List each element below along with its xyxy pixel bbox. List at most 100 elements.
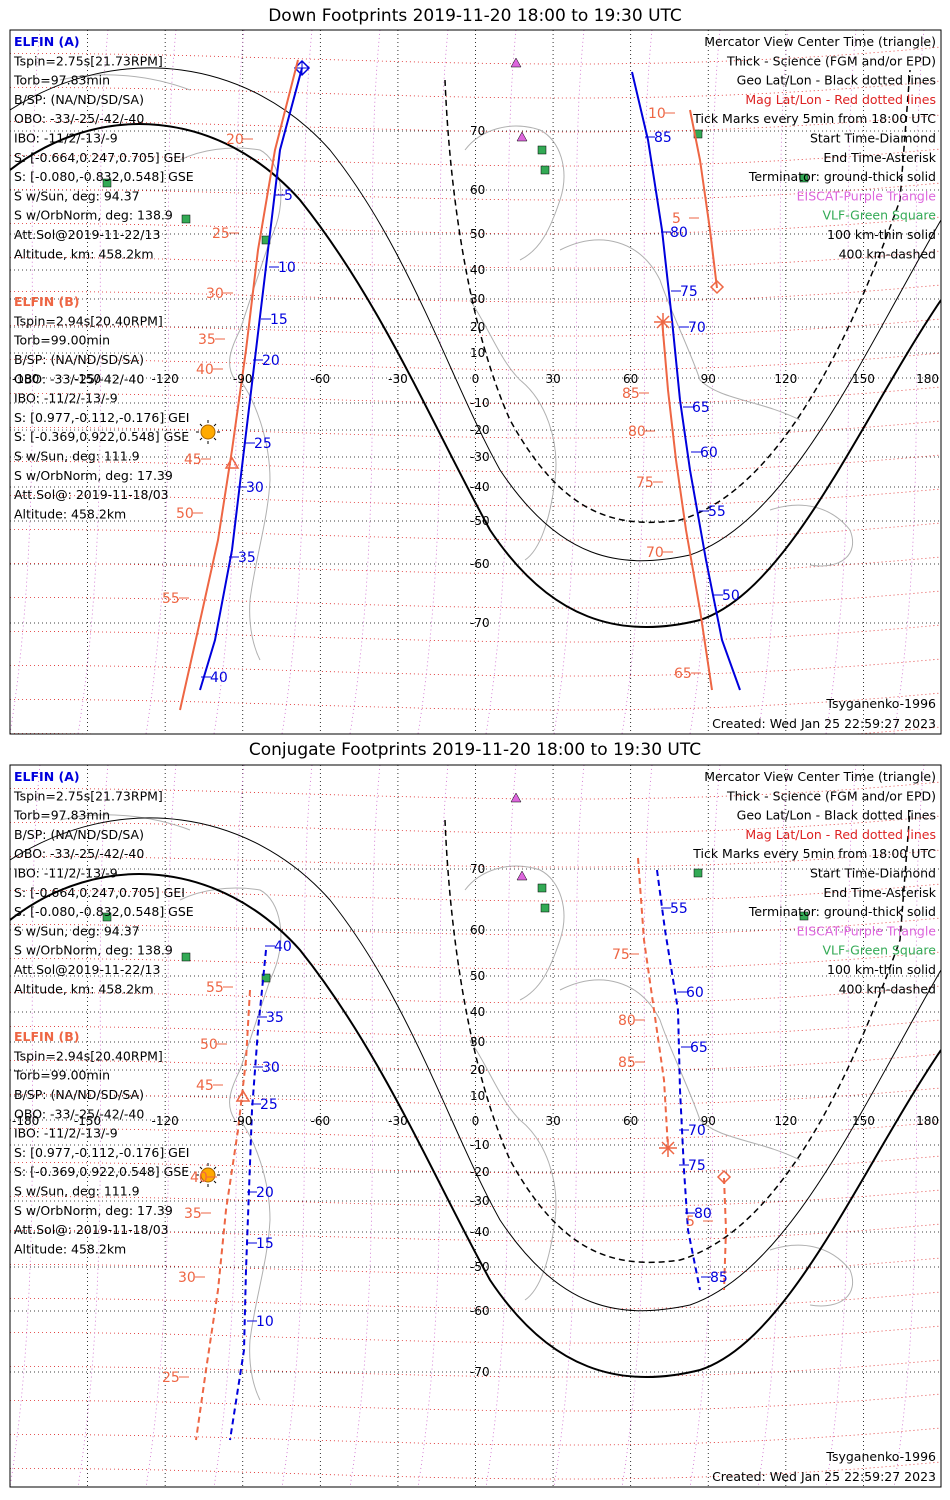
elfin-b-info-line: S: [-0.369,0.922,0.548] GSE — [14, 1164, 189, 1179]
lat-tick-label: -70 — [470, 616, 490, 630]
track-tick-label: 10 — [648, 106, 666, 122]
track-tick-label: 50 — [176, 506, 194, 522]
legend-line: Mercator View Center Time (triangle) — [704, 769, 936, 784]
legend-line: Terminator: ground-thick solid — [748, 169, 936, 184]
track-tick-label: 5 — [284, 188, 293, 204]
elfin-b-info-line: Altitude: 458.2km — [14, 506, 126, 521]
lon-tick-label: 180 — [916, 1114, 939, 1128]
lat-tick-label: -70 — [470, 1365, 490, 1379]
track-tick-label: 70 — [688, 1123, 706, 1139]
elfin-b-info-line: Altitude: 458.2km — [14, 1241, 126, 1256]
elfin-b-info-line: B/SP: (NA/ND/SD/SA) — [14, 1087, 144, 1102]
down-info-overlay: ELFIN (A) Tspin=2.75s[21.73RPM] Torb=97.83… — [13, 34, 937, 731]
track-tick-label: 65 — [674, 666, 692, 682]
track-tick-label: 65 — [692, 400, 710, 416]
elfin-a-info-line: S w/OrbNorm, deg: 138.9 — [14, 943, 173, 958]
elfin-b-info-line: Att.Sol@: 2019-11-18/03 — [14, 1222, 169, 1237]
elfin-b-label: ELFIN (B) — [14, 1029, 79, 1044]
track-tick-label: 75 — [680, 284, 698, 300]
lon-tick-label: 60 — [623, 372, 638, 386]
lon-tick-label: 120 — [774, 372, 797, 386]
track-tick-label: 25 — [162, 1370, 180, 1386]
conjugate-footprints-panel: 4035302520151055504540353025556065707580… — [9, 764, 942, 1488]
lat-tick-label: 40 — [470, 1005, 485, 1019]
lon-tick-label: -90 — [233, 1114, 253, 1128]
terminator-100km — [10, 67, 941, 562]
legend-line: Start Time-Diamond — [810, 131, 936, 146]
track-tick-label: 25 — [260, 1097, 278, 1113]
track-tick-label: 40 — [190, 1170, 208, 1186]
track-tick-label: 30 — [206, 286, 224, 302]
lat-tick-label: -50 — [470, 514, 490, 528]
vlf-markers — [102, 129, 809, 245]
elfin-b-info-line: S w/OrbNorm, deg: 17.39 — [14, 1203, 173, 1218]
legend-line: VLF-Green Square — [822, 943, 936, 958]
lon-tick-label: 90 — [701, 1114, 716, 1128]
elfin-b-track-east — [637, 857, 732, 1291]
legend-line: Geo Lat/Lon - Black dotted lines — [737, 73, 936, 88]
elfin-a-info-line: Att.Sol@2019-11-22/13 — [14, 962, 160, 977]
track-tick-label: 80 — [670, 225, 688, 241]
lat-tick-label: -30 — [470, 450, 490, 464]
track-tick-label: 45 — [196, 1078, 214, 1094]
legend-line: End Time-Asterisk — [823, 885, 936, 900]
track-tick-labels: 5101520253035402025303540455055858075706… — [162, 106, 740, 686]
track-tick-label: 30 — [262, 1060, 280, 1076]
lon-tick-label: 0 — [472, 372, 480, 386]
lon-tick-label: -120 — [152, 1114, 179, 1128]
legend-line: Mag Lat/Lon - Red dotted lines — [745, 92, 936, 107]
lat-tick-label: 60 — [470, 183, 485, 197]
view-center-triangle-icon — [224, 456, 240, 469]
elfin-b-info-line: Tspin=2.94s[20.40RPM] — [13, 313, 163, 328]
elfin-b-info-line: IBO: -11/2/-13/-9 — [14, 1126, 118, 1141]
track-tick-label: 80 — [694, 1206, 712, 1222]
track-tick-label: 55 — [206, 980, 224, 996]
elfin-a-info-line: OBO: -33/-25/-42/-40 — [14, 111, 144, 126]
elfin-a-track-west — [229, 949, 267, 1441]
track-tick-label: 5 — [672, 211, 681, 227]
elfin-a-info-line: Torb=97.83min — [13, 73, 110, 88]
elfin-b-info-line: Tspin=2.94s[20.40RPM] — [13, 1048, 163, 1063]
track-tick-label: 30 — [178, 1270, 196, 1286]
down-map-frame — [9, 29, 942, 735]
elfin-a-label: ELFIN (A) — [14, 34, 80, 49]
elfin-b-info-line: B/SP: (NA/ND/SD/SA) — [14, 352, 144, 367]
track-tick-label: 35 — [266, 1010, 284, 1026]
legend-line: EISCAT-Purple Triangle — [797, 923, 937, 938]
vlf-markers — [102, 868, 809, 983]
track-tick-label: 85 — [654, 130, 672, 146]
elfin-b-info-line: S: [0.977,-0.112,-0.176] GEI — [14, 410, 189, 425]
legend-line: 100 km-thin solid — [827, 962, 936, 977]
track-tick-label: 10 — [256, 1314, 274, 1330]
lat-tick-label: -20 — [470, 1165, 490, 1179]
track-tick-label: 75 — [636, 475, 654, 491]
lat-tick-label: -40 — [470, 1225, 490, 1239]
track-tick-label: 10 — [278, 260, 296, 276]
lon-tick-label: -60 — [311, 1114, 331, 1128]
elfin-a-info-line: S w/Sun, deg: 94.37 — [14, 188, 140, 203]
legend-line: Terminator: ground-thick solid — [748, 904, 936, 919]
track-tick-label: 70 — [688, 320, 706, 336]
lat-tick-label: -40 — [470, 480, 490, 494]
track-tick-labels: 4035302520151055504540353025556065707580… — [162, 901, 728, 1386]
terminator-curves — [10, 67, 941, 629]
elfin-b-info-line: S w/OrbNorm, deg: 17.39 — [14, 468, 173, 483]
lon-tick-label: 150 — [852, 1114, 875, 1128]
track-tick-label: 15 — [270, 312, 288, 328]
view-center-triangle-icon — [235, 1089, 251, 1102]
legend-line: 400 km-dashed — [839, 981, 936, 996]
track-tick-label: 75 — [688, 1158, 706, 1174]
model-label: Tsyganenko-1996 — [825, 696, 936, 711]
conjugate-info-overlay: ELFIN (A) Tspin=2.75s[21.73RPM] Torb=97.83… — [13, 769, 937, 1484]
legend-line: VLF-Green Square — [822, 208, 936, 223]
track-tick-label: 75 — [612, 947, 630, 963]
coastlines — [59, 814, 854, 1401]
elfin-b-track-west — [179, 59, 299, 711]
lat-tick-label: -60 — [470, 1304, 490, 1318]
track-tick-label: 45 — [184, 452, 202, 468]
track-tick-label: 60 — [700, 445, 718, 461]
track-tick-label: 80 — [618, 1013, 636, 1029]
elfin-a-info-line: B/SP: (NA/ND/SD/SA) — [14, 827, 144, 842]
legend-line: Mag Lat/Lon - Red dotted lines — [745, 827, 936, 842]
